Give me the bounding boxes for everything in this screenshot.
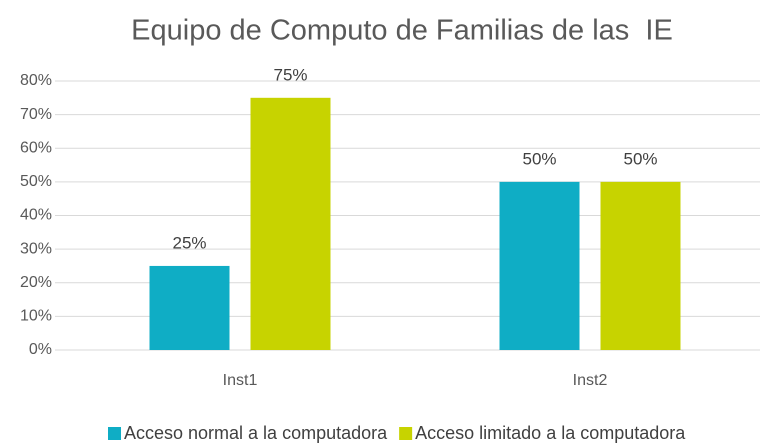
bar bbox=[600, 181, 681, 350]
chart-title: Equipo de Computo de Familias de las IE bbox=[131, 15, 673, 47]
y-tick-label: 60% bbox=[20, 139, 52, 156]
y-tick-label: 0% bbox=[29, 341, 52, 358]
legend-label: Acceso normal a la computadora bbox=[124, 423, 388, 443]
legend-label: Acceso limitado a la computadora bbox=[415, 423, 686, 443]
y-tick-label: 40% bbox=[20, 207, 52, 224]
y-tick-label: 70% bbox=[20, 106, 52, 123]
data-label: 50% bbox=[522, 149, 556, 168]
data-label: 25% bbox=[172, 233, 206, 252]
bar bbox=[499, 181, 580, 350]
y-tick-label: 20% bbox=[20, 274, 52, 291]
bar bbox=[250, 97, 331, 350]
x-tick-label: Inst1 bbox=[223, 372, 258, 389]
bar bbox=[149, 265, 230, 350]
y-tick-label: 50% bbox=[20, 173, 52, 190]
data-label: 75% bbox=[273, 65, 307, 84]
data-label: 50% bbox=[623, 149, 657, 168]
x-tick-label: Inst2 bbox=[573, 372, 608, 389]
y-tick-label: 80% bbox=[20, 72, 52, 89]
legend-swatch bbox=[399, 427, 413, 440]
y-tick-label: 10% bbox=[20, 308, 52, 325]
legend-swatch bbox=[108, 427, 121, 440]
y-tick-label: 30% bbox=[20, 240, 52, 257]
